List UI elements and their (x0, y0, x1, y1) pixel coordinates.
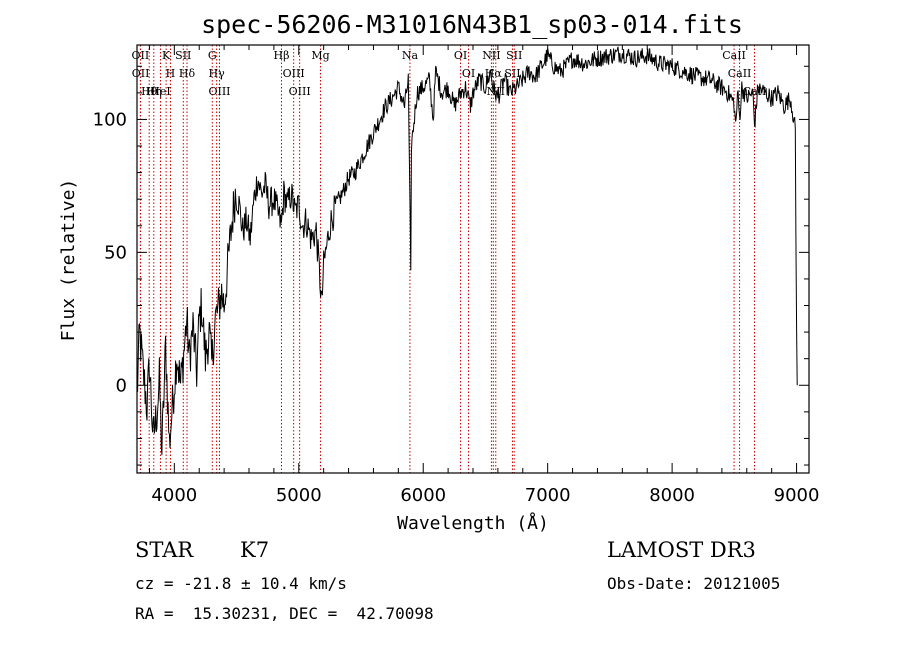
obs-date-text: Obs-Date: 20121005 (607, 574, 781, 593)
emission-line-label: H (166, 67, 176, 80)
emission-line-label: SII (175, 49, 191, 62)
emission-line-label: Hθ (141, 85, 158, 98)
coordinates-text: RA = 15.30231, DEC = 42.70098 (135, 604, 434, 623)
y-axis-ticks: 0 50 100 (93, 65, 809, 466)
emission-line-label: OI (454, 49, 467, 62)
emission-line-label: G (208, 49, 217, 62)
emission-line-label: K (162, 49, 171, 62)
spectrum-line (136, 46, 798, 455)
x-tick-label: 4000 (151, 485, 197, 506)
emission-line-label: HeI (150, 85, 170, 98)
x-tick-label: 9000 (774, 485, 820, 506)
emission-line-label: Hγ (209, 67, 226, 80)
survey-name: LAMOST DR3 (607, 538, 756, 562)
emission-line-label: OIII (289, 85, 311, 98)
emission-line-label: CaII (728, 67, 752, 80)
chart-title: spec-56206-M31016N43B1_sp03-014.fits (201, 10, 743, 39)
emission-line-label: OIII (283, 67, 305, 80)
spectrum-series (136, 46, 798, 455)
emission-line-label: NII (482, 49, 500, 62)
x-axis-ticks: 4000 5000 6000 7000 8000 9000 (148, 45, 820, 506)
x-tick-label: 7000 (525, 485, 571, 506)
y-tick-label: 50 (104, 242, 127, 263)
emission-line-label: Mg (311, 49, 329, 62)
x-tick-label: 6000 (400, 485, 446, 506)
emission-line-label: Hη (146, 85, 162, 98)
emission-line-label: Hβ (274, 49, 290, 62)
x-tick-label: 5000 (276, 485, 322, 506)
emission-line-label: OII (132, 67, 150, 80)
y-axis-label: Flux (relative) (58, 179, 79, 342)
emission-line-label: OIII (208, 85, 230, 98)
object-subclass: K7 (240, 538, 270, 562)
emission-line-label: SII (504, 67, 520, 80)
object-class: STAR (135, 538, 194, 562)
y-tick-label: 0 (116, 375, 127, 396)
redshift-text: cz = -21.8 ± 10.4 km/s (135, 574, 347, 593)
emission-line-label: Hδ (179, 67, 196, 80)
x-tick-label: 8000 (649, 485, 695, 506)
emission-line-label: OI (462, 67, 475, 80)
emission-line-label: SII (506, 49, 522, 62)
emission-line-label: Na (402, 49, 419, 62)
plot-frame (136, 44, 810, 474)
emission-line-markers (139, 45, 755, 473)
x-axis-label: Wavelength (Å) (397, 512, 549, 534)
emission-line-label: OII (132, 49, 150, 62)
emission-line-label: CaII (722, 49, 746, 62)
y-tick-label: 100 (93, 109, 127, 130)
